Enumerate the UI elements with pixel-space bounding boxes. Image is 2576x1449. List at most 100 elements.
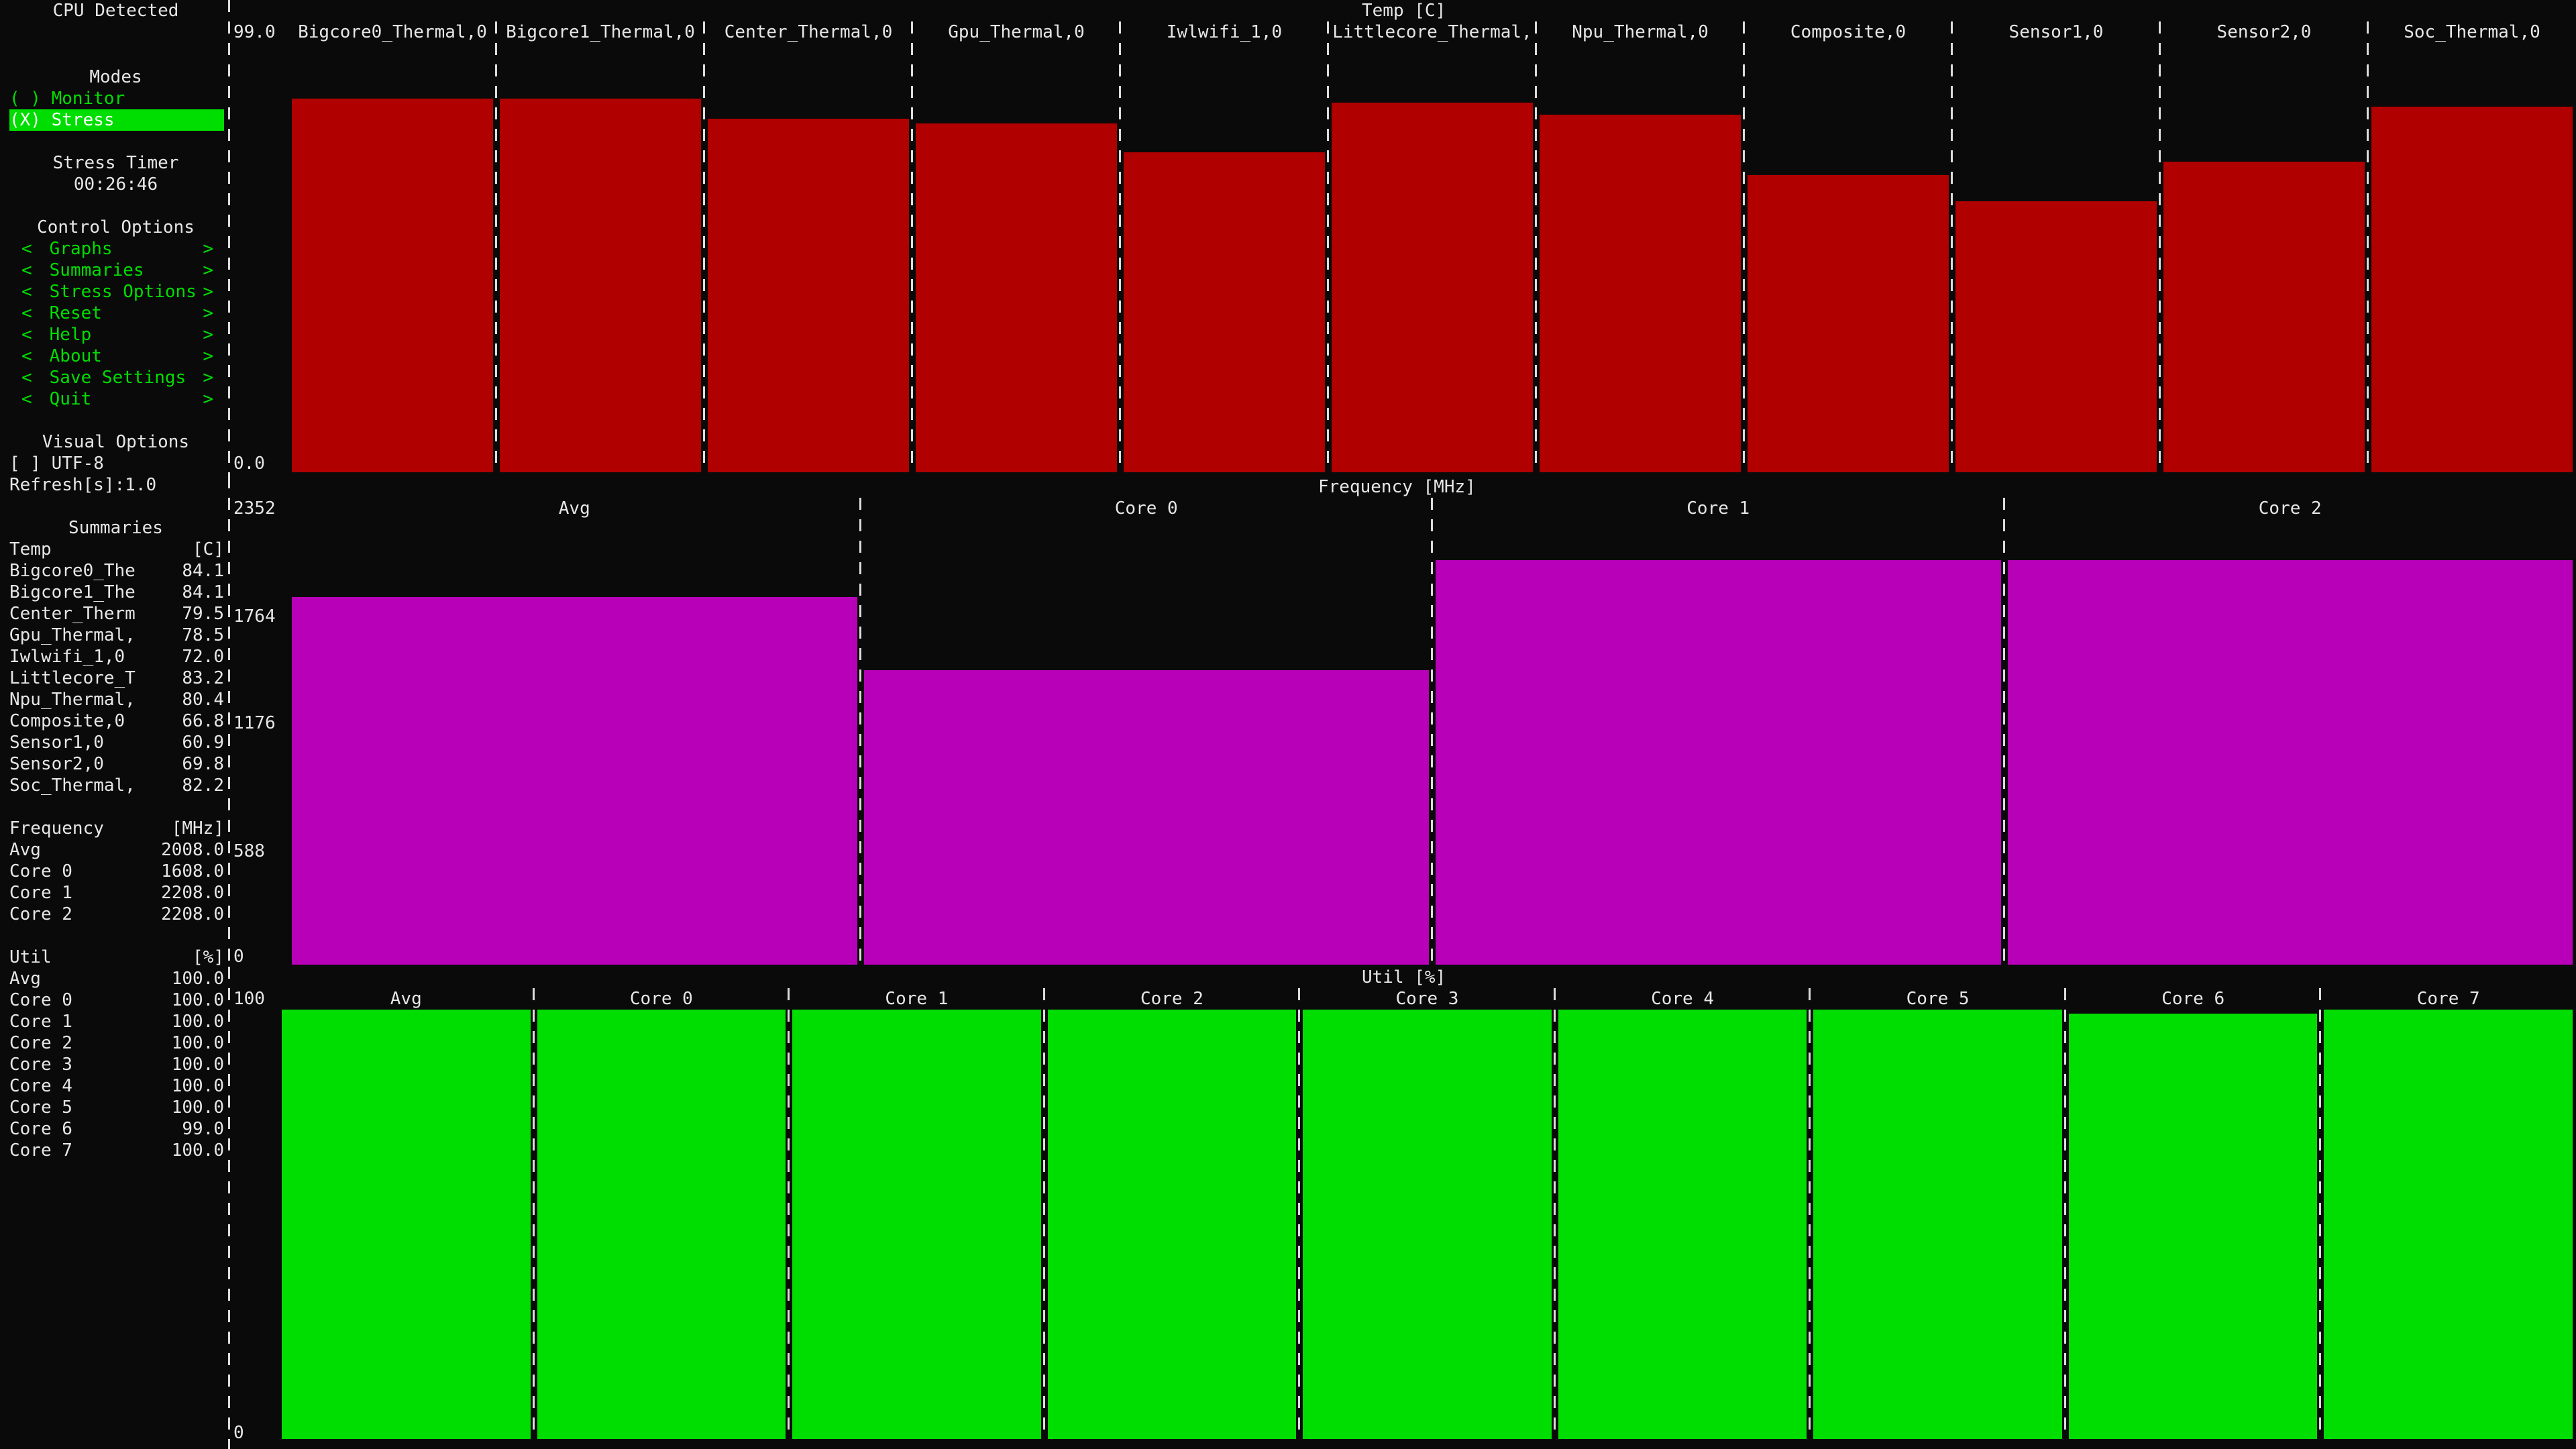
menu-right-chevron-icon: > [203,389,213,409]
temp-summary-row: Gpu_Thermal, 78.5 [9,625,224,646]
util-summary-row: Core 6 99.0 [9,1118,224,1140]
util-column-separator [2063,988,2066,1439]
control-option-save-settings[interactable]: < Save Settings > [21,367,213,388]
util-summary-row: Core 5 100.0 [9,1097,224,1118]
menu-left-chevron-icon: < [21,325,32,345]
util-bar [1303,1010,1552,1439]
temp-summary-row-name: Sensor1,0 [9,733,104,753]
util-summary-row-value: 100.0 [171,1140,224,1161]
control-option-about[interactable]: < About > [21,345,213,367]
menu-right-chevron-icon: > [203,346,213,366]
util-column-label: Core 3 [1395,989,1459,1009]
util-summary-row-name: Avg [9,969,41,989]
temp-summary-row-value: 80.4 [182,690,224,710]
util-column-label: Core 6 [2161,989,2225,1009]
temp-bar [1540,115,1741,472]
control-option-label: Quit [49,389,92,409]
util-graph-panel: Util [%] 100 0 Avg Core 0 Core 1 Core 2 Core… [228,967,2576,1449]
freq-summary-row-name: Core 0 [9,861,72,881]
util-column-label: Core 4 [1651,989,1714,1009]
temp-summary-row: Center_Therm 79.5 [9,603,224,625]
freq-summary-row-name: Core 1 [9,883,72,903]
temp-summary-row-name: Littlecore_T [9,668,136,688]
temp-column-separator [703,21,705,472]
freq-bar [292,596,857,965]
temp-summary-row-value: 79.5 [182,604,224,624]
mode-stress-radio[interactable]: (X) Stress [9,109,224,131]
util-summary-row-value: 100.0 [171,990,224,1010]
menu-left-chevron-icon: < [21,346,32,366]
freq-summary-row-value: 2208.0 [161,883,224,903]
temp-summary-row: Sensor2,0 69.8 [9,753,224,775]
temp-summary-row-name: Sensor2,0 [9,754,104,774]
temp-column-separator [1951,21,1953,472]
util-column-label: Core 0 [629,989,693,1009]
control-option-label: Save Settings [49,368,186,388]
util-bar [2324,1010,2573,1439]
util-summary-row-value: 100.0 [171,1033,224,1053]
freq-column-separator [1431,498,1433,965]
freq-column-label: Core 1 [1686,498,1750,519]
temp-y-max-label: 99.0 [233,22,276,42]
temp-bar [1748,175,1949,472]
temp-summary-row-name: Center_Therm [9,604,136,624]
util-summary-row: Avg 100.0 [9,968,224,989]
util-summary-header: Util [%] [9,947,224,968]
control-option-label: Graphs [49,239,113,259]
temp-summary-header: Temp [C] [9,539,224,560]
menu-left-chevron-icon: < [21,239,32,259]
temp-column-label: Iwlwifi_1,0 [1166,22,1283,42]
control-option-reset[interactable]: < Reset > [21,303,213,324]
frequency-graph-panel: Frequency [MHz] 2352 1764 1176 588 0 Avg… [228,476,2576,971]
control-option-label: Help [49,325,92,345]
refresh-setting[interactable]: Refresh[s]:1.0 [9,475,157,495]
util-summary-row-value: 100.0 [171,1076,224,1096]
util-column-separator [1298,988,1301,1439]
control-option-summaries[interactable]: < Summaries > [21,260,213,281]
util-summary-row-name: Core 5 [9,1097,72,1118]
temp-bar [292,98,493,472]
util-bar [282,1010,531,1439]
freq-y-tick-2: 1176 [233,713,276,733]
util-column-separator [532,988,535,1439]
util-summary-row: Core 0 100.0 [9,989,224,1011]
util-summary-row-value: 100.0 [171,1055,224,1075]
temp-summary-row-name: Bigcore0_The [9,561,136,581]
util-column-label: Core 1 [885,989,949,1009]
temp-bar [1124,152,1325,472]
control-option-help[interactable]: < Help > [21,324,213,345]
control-option-graphs[interactable]: < Graphs > [21,238,213,260]
mode-monitor-radio[interactable]: ( ) Monitor [9,89,125,109]
temp-column-label: Gpu_Thermal,0 [948,22,1085,42]
temp-y-min-label: 0.0 [233,453,265,474]
stress-timer-value: 00:26:46 [73,174,158,195]
temp-bar [1955,201,2157,472]
menu-left-chevron-icon: < [21,389,32,409]
temp-graph-panel: Temp [C] 99.0 0.0 Bigcore0_Thermal,0 Bigc… [228,0,2576,476]
control-option-label: Stress Options [49,282,197,302]
utf8-checkbox[interactable]: [ ] UTF-8 [9,453,104,474]
control-option-label: Reset [49,303,102,323]
menu-right-chevron-icon: > [203,325,213,345]
util-summary-row-name: Core 1 [9,1012,72,1032]
util-summary-row-name: Core 6 [9,1119,72,1139]
control-options-title: Control Options [37,217,195,237]
util-column-separator [788,988,790,1439]
control-option-stress-options[interactable]: < Stress Options > [21,281,213,303]
control-option-quit[interactable]: < Quit > [21,388,213,410]
temp-summary-row-name: Iwlwifi_1,0 [9,647,125,667]
temp-column-label: Sensor1,0 [2008,22,2104,42]
util-bar [792,1010,1041,1439]
temp-column-label: Littlecore_Thermal, [1332,22,1532,42]
control-option-label: About [49,346,102,366]
freq-y-tick-3: 588 [233,841,265,861]
freq-summary-row: Avg 2008.0 [9,839,224,861]
util-column-label: Core 5 [1906,989,1970,1009]
freq-column-separator [859,498,861,965]
freq-summary-row: Core 2 2208.0 [9,904,224,925]
visual-options-title: Visual Options [42,432,190,452]
menu-left-chevron-icon: < [21,260,32,280]
stress-timer-title: Stress Timer [52,153,179,173]
freq-summary-row: Core 0 1608.0 [9,861,224,882]
temp-column-separator [495,21,497,472]
